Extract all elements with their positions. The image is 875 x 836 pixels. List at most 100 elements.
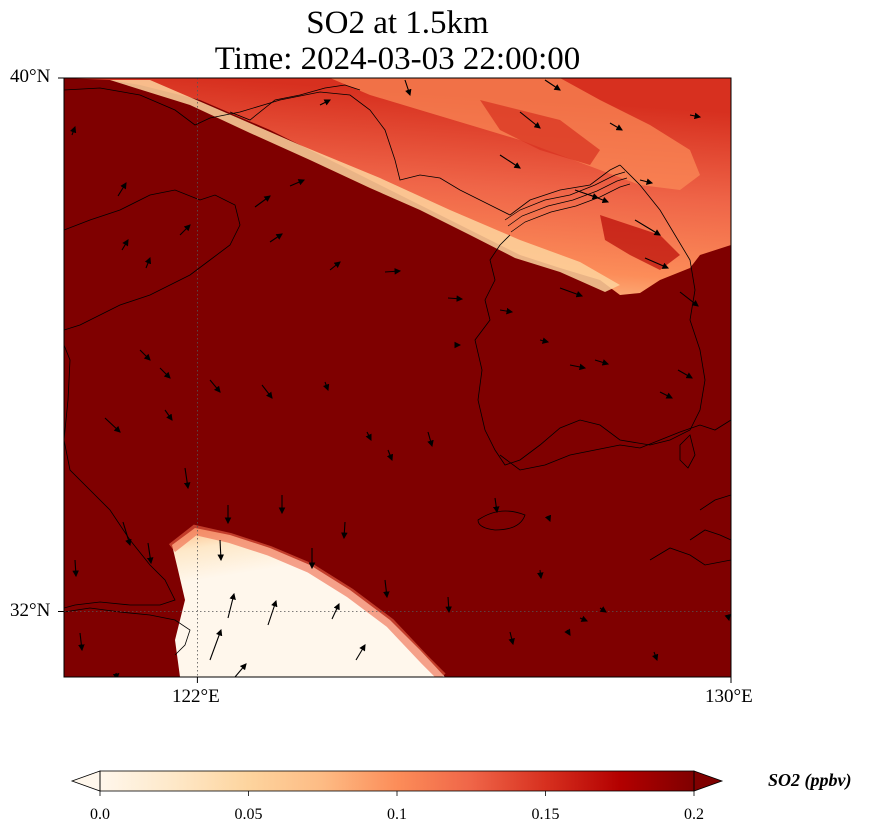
colorbar-tick-label: 0.2 [684,806,704,823]
wind-arrow [121,239,129,251]
wind-arrow [261,384,273,399]
wind-arrow [559,287,584,298]
coastline-japan [649,494,731,566]
wind-arrow [383,579,390,599]
wind-arrow [569,363,587,371]
wind-arrow [139,349,151,361]
wind-arrow [404,79,412,97]
chart-subtitle: Time: 2024-03-03 22:00:00 [214,41,581,77]
wind-arrow [724,613,731,622]
wind-arrow [122,521,132,547]
wind-arrow [183,467,191,490]
wind-arrow [594,359,610,366]
wind-arrow [112,672,120,677]
coastline-korea-islands [499,419,731,471]
wind-arrow [209,379,221,393]
wind-arrow [537,569,544,580]
wind-arrow [329,261,341,271]
wind-arrow [599,606,607,613]
wind-arrow [499,154,521,169]
colorbar-label: SO2 (ppbv) [768,770,852,790]
coastline-shandong [64,189,241,331]
lon-label-122e: 122°E [172,686,220,707]
wind-arrow [508,631,515,646]
wind-arrow [384,268,402,275]
coastline-china-north [64,87,621,216]
border-nk-3 [510,183,631,233]
wind-arrow [651,651,659,662]
wind-arrow [544,79,561,91]
colorbar [70,770,724,796]
wind-arrow [209,628,223,661]
colorbar-tick-label: 0.05 [234,806,263,823]
wind-arrow [447,295,464,302]
coastline-tsushima [679,434,696,469]
wind-arrow [217,539,225,562]
wind-arrow [322,381,330,392]
coastlines [64,84,731,656]
wind-arrow [269,233,283,243]
wind-arrow [72,559,79,578]
wind-arrow [539,337,550,344]
wind-arrow [341,521,348,540]
wind-arrow [159,367,171,379]
colorbar-tick-label: 0.1 [387,806,407,823]
colorbar-gradient [100,771,694,791]
wind-arrow [355,644,366,661]
wind-arrow [427,431,434,448]
coastline-liaodong [229,84,361,121]
wind-arrow [319,99,331,106]
colorbar-tick-label: 0.0 [90,806,110,823]
wind-arrow [117,182,127,197]
wind-arrow [267,599,278,626]
wind-arrow [564,628,571,636]
wind-arrow [365,431,372,441]
wind-arrow [579,615,589,622]
so2-plume-north-dark [480,100,600,165]
wind-arrow [689,112,702,120]
so2-plume-north-edge [110,80,620,292]
jeju-island [477,510,526,531]
colorbar-extend-max [693,770,724,792]
gridlines [64,78,731,677]
wind-arrow [104,417,121,433]
wind-arrow [386,449,394,462]
coastline-jiangsu [64,344,176,609]
wind-arrow [634,219,661,236]
so2-plume-north-dark2 [600,215,680,270]
wind-arrow [331,603,340,620]
wind-arrow [589,194,610,204]
lat-label-32n: 32°N [10,600,51,621]
lon-label-130e: 130°E [705,686,753,707]
wind-vectors [69,79,731,677]
border-nk-2 [507,177,628,227]
wind-arrow [644,257,670,269]
wind-arrow [78,632,85,652]
wind-arrow [146,542,154,565]
colorbar-tick-label: 0.15 [531,806,560,823]
wind-arrow [679,291,699,307]
wind-arrow [639,178,654,185]
colorbar-ticks [99,791,695,796]
wind-arrow [179,224,191,236]
wind-arrow [289,179,306,187]
map-area [64,78,731,677]
wind-arrow [677,369,693,379]
wind-arrow [499,307,514,315]
wind-arrow [164,409,173,421]
border-nk [504,171,626,221]
wind-arrow [609,122,623,131]
coastline-korea-west [474,164,706,466]
wind-arrow [544,514,552,523]
lat-label-40n: 40°N [10,66,51,87]
wind-arrow [519,111,541,129]
chart-title: SO2 at 1.5km [306,5,489,41]
wind-arrow [659,391,673,399]
so2-plume-south [172,528,445,677]
wind-arrow [254,195,271,208]
colorbar-extend-min [70,770,101,792]
wind-arrow [144,256,152,269]
wind-arrow [69,125,77,136]
wind-arrow [492,497,500,514]
